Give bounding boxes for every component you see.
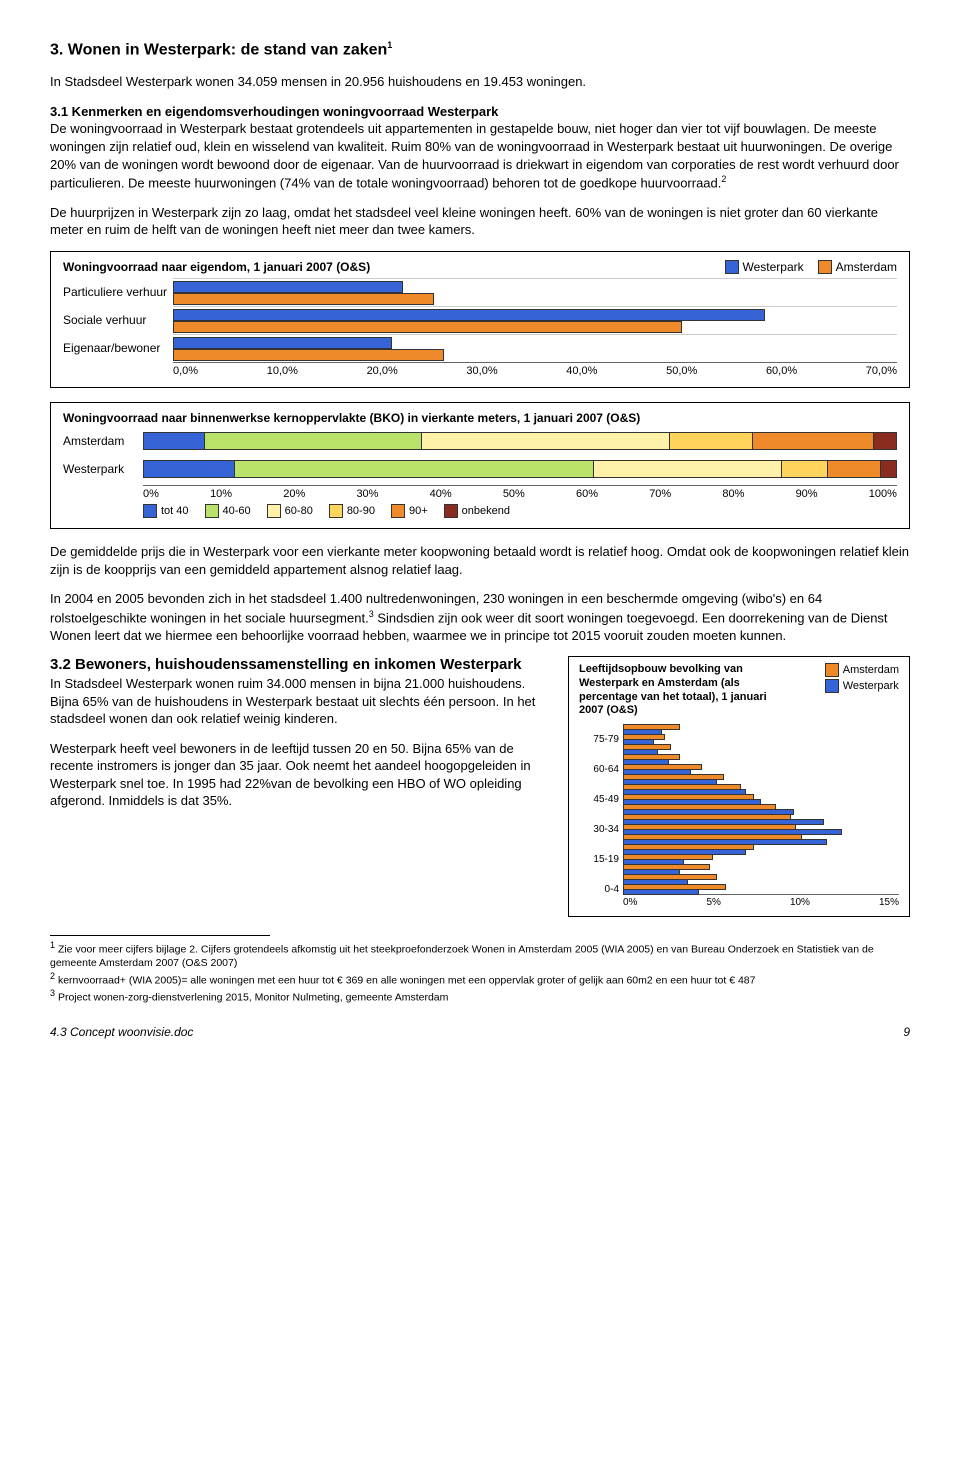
section31: 3.1 Kenmerken en eigendomsverhoudingen w…: [50, 103, 910, 192]
intro-para: In Stadsdeel Westerpark wonen 34.059 men…: [50, 73, 910, 91]
chart1-legend: Westerpark Amsterdam: [725, 260, 898, 274]
page-footer: 4.3 Concept woonvisie.doc 9: [50, 1025, 910, 1039]
age-title: Leeftijdsopbouw bevolking van Westerpark…: [579, 663, 769, 718]
chart1-cat-label: Particuliere verhuur: [63, 285, 173, 299]
swatch-westerpark: [725, 260, 739, 274]
sec31-p2: De huurprijzen in Westerpark zijn zo laa…: [50, 204, 910, 239]
footnotes: 1 Zie voor meer cijfers bijlage 2. Cijfe…: [50, 940, 910, 1005]
footer-right: 9: [903, 1025, 910, 1039]
age-axis: 0%5%10%15%: [623, 894, 899, 908]
sec32-p2: Westerpark heeft veel bewoners in de lee…: [50, 740, 554, 810]
chart2-rows: Amsterdam Westerpark: [63, 429, 897, 481]
sec32-heading: 3.2 Bewoners, huishoudenssamenstelling e…: [50, 656, 554, 673]
legend-label: Westerpark: [743, 260, 804, 274]
chart2-legend: tot 4040-6060-8080-9090+onbekend: [143, 504, 897, 518]
age-chart-box: Leeftijdsopbouw bevolking van Westerpark…: [568, 656, 910, 917]
chart1-cat-label: Eigenaar/bewoner: [63, 341, 173, 355]
footer-left: 4.3 Concept woonvisie.doc: [50, 1025, 193, 1039]
para-after-chart2: De gemiddelde prijs die in Westerpark vo…: [50, 543, 910, 578]
chart2-axis: 0%10%20%30%40%50%60%70%80%90%100%: [143, 485, 897, 500]
age-legend: Amsterdam Westerpark: [825, 663, 899, 718]
chart-ownership: Woningvoorraad naar eigendom, 1 januari …: [50, 251, 910, 388]
title-text: 3. Wonen in Westerpark: de stand van zak…: [50, 41, 387, 58]
sec31-heading: 3.1 Kenmerken en eigendomsverhoudingen w…: [50, 104, 498, 119]
swatch-ams: [825, 663, 839, 677]
chart1-cat-label: Sociale verhuur: [63, 313, 173, 327]
sec32-p1: In Stadsdeel Westerpark wonen ruim 34.00…: [50, 675, 554, 728]
age-bars: 75-7960-6445-4930-3415-190-4: [579, 724, 899, 894]
legend-label: Amsterdam: [843, 664, 899, 676]
legend-label: Westerpark: [843, 680, 899, 692]
swatch-wp: [825, 679, 839, 693]
para-2004: In 2004 en 2005 bevonden zich in het sta…: [50, 590, 910, 644]
fn2: kernvoorraad+ (WIA 2005)= alle woningen …: [58, 974, 756, 986]
page-title: 3. Wonen in Westerpark: de stand van zak…: [50, 40, 910, 59]
sec31-p1-sup: 2: [721, 174, 726, 184]
chart1-axis: 0,0%10,0%20,0%30,0%40,0%50,0%60,0%70,0%: [173, 362, 897, 377]
chart2-title: Woningvoorraad naar binnenwerkse kernopp…: [63, 411, 683, 425]
fn1: Zie voor meer cijfers bijlage 2. Cijfers…: [50, 944, 874, 970]
swatch-amsterdam: [818, 260, 832, 274]
chart1-bars: Particuliere verhuur Sociale verhuur Eigen…: [63, 278, 897, 362]
chart-bko: Woningvoorraad naar binnenwerkse kernopp…: [50, 402, 910, 529]
legend-label: Amsterdam: [836, 260, 897, 274]
title-sup: 1: [387, 40, 392, 50]
chart2-row-label: Westerpark: [63, 462, 143, 476]
sec31-p1: De woningvoorraad in Westerpark bestaat …: [50, 121, 899, 190]
footnote-rule: [50, 935, 270, 936]
fn3: Project wonen-zorg-dienstverlening 2015,…: [58, 992, 448, 1004]
chart2-row-label: Amsterdam: [63, 434, 143, 448]
chart1-title: Woningvoorraad naar eigendom, 1 januari …: [63, 260, 370, 274]
